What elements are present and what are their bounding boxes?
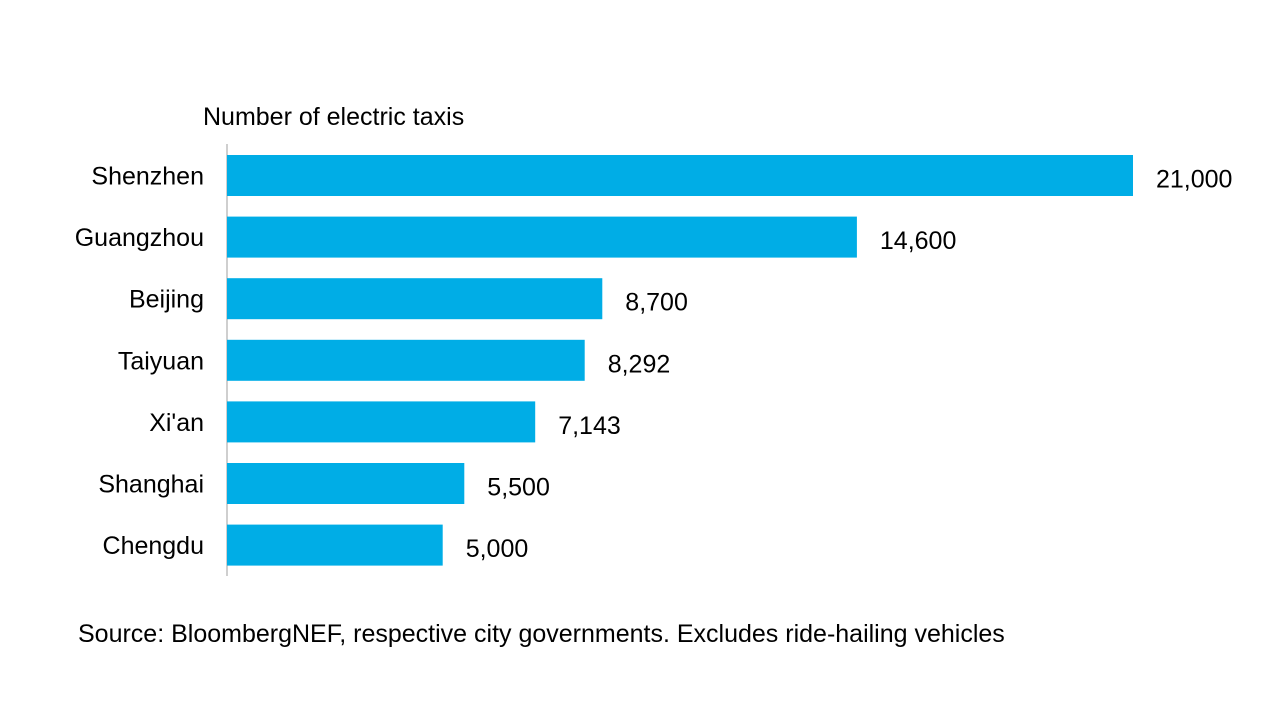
value-label-shenzhen: 21,000: [1156, 166, 1232, 194]
value-label-chengdu: 5,000: [466, 535, 529, 563]
value-label-shanghai: 5,500: [487, 474, 550, 502]
value-label-beijing: 8,700: [625, 289, 688, 317]
bar-beijing: [227, 278, 603, 320]
bar-guangzhou: [227, 216, 857, 258]
category-label-shenzhen: Shenzhen: [91, 163, 204, 191]
bar-shanghai: [227, 463, 465, 504]
value-label-xi-an: 7,143: [558, 412, 621, 440]
bar-chengdu: [227, 524, 443, 566]
category-label-chengdu: Chengdu: [103, 532, 204, 560]
bars-group: Shenzhen 21,000 Guangzhou 14,600 Beijing 8,70…: [75, 155, 1232, 566]
value-label-taiyuan: 8,292: [608, 350, 671, 378]
bar-shenzhen: [227, 155, 1133, 196]
value-label-guangzhou: 14,600: [880, 227, 956, 255]
bar-taiyuan: [227, 339, 585, 381]
bar-xi-an: [227, 401, 536, 443]
category-label-xi-an: Xi'an: [149, 409, 204, 437]
source-note: Source: BloombergNEF, respective city go…: [78, 620, 1005, 648]
category-label-guangzhou: Guangzhou: [75, 224, 204, 252]
axis-title: Number of electric taxis: [203, 103, 464, 131]
category-label-taiyuan: Taiyuan: [118, 347, 204, 375]
category-label-shanghai: Shanghai: [98, 471, 204, 499]
category-label-beijing: Beijing: [129, 286, 204, 314]
